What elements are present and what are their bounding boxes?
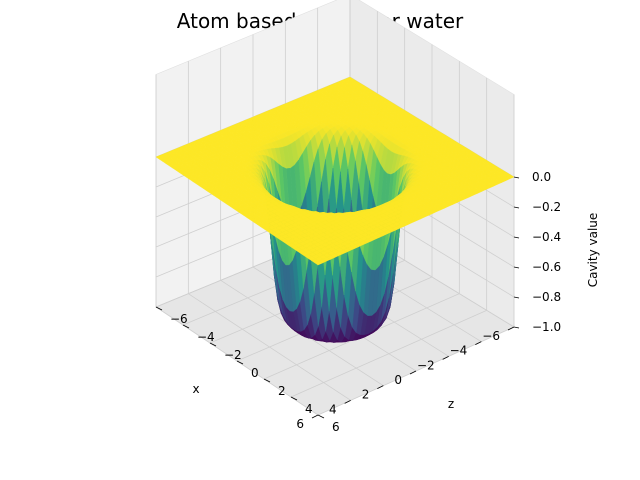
x-tick-mark: [377, 385, 384, 390]
axis-ticks: 6420−2−4−66420−2−4−60.0−0.2−0.4−0.6−0.8−…: [155, 170, 561, 434]
x-tick-mark: [442, 355, 449, 360]
x-tick-mark: [311, 414, 319, 419]
z-tick-mark: [236, 360, 244, 365]
z-axis-label: z: [448, 397, 454, 411]
x-tick-mark: [475, 341, 482, 346]
z-tick-mark: [209, 342, 217, 347]
cavity-value-axis-label: Cavity value: [586, 213, 600, 288]
z-tick-label: 4: [305, 402, 313, 416]
z-tick-label: −6: [170, 312, 188, 326]
cavity-tick-mark: [513, 176, 520, 179]
x-tick-mark: [344, 399, 351, 404]
x-tick-label: −4: [450, 344, 468, 358]
x-tick-label: −6: [482, 329, 500, 343]
cavity-tick-mark: [513, 296, 520, 299]
x-tick-label: 6: [296, 417, 304, 431]
cavity-tick-label: −0.4: [532, 230, 561, 244]
cavity-tick-label: 0.0: [532, 170, 551, 184]
x-tick-label: −2: [417, 358, 435, 372]
cavity-tick-mark: [513, 326, 520, 329]
z-tick-mark: [263, 378, 271, 383]
z-tick-label: 2: [278, 384, 286, 398]
cavity-tick-label: −0.2: [532, 200, 561, 214]
z-tick-mark: [290, 396, 298, 401]
cavity-tick-mark: [513, 236, 520, 239]
z-tick-label: −4: [197, 330, 215, 344]
x-tick-mark: [409, 370, 417, 375]
z-tick-label: −2: [224, 348, 242, 362]
cavity-tick-label: −0.8: [532, 290, 561, 304]
surface-cell: [314, 260, 323, 266]
z-tick-label: 6: [332, 420, 340, 434]
cavity-tick-label: −1.0: [532, 320, 561, 334]
cavity-tick-mark: [513, 266, 520, 269]
cavity-tick-mark: [513, 206, 520, 209]
x-tick-label: 0: [394, 373, 402, 387]
cavity-tick-label: −0.6: [532, 260, 561, 274]
cavity-surface: [155, 76, 515, 343]
x-tick-label: 4: [329, 402, 337, 416]
x-tick-mark: [507, 326, 515, 331]
x-tick-label: 2: [362, 388, 370, 402]
z-tick-mark: [182, 324, 190, 329]
z-tick-label: 0: [251, 366, 259, 380]
x-axis-label: x: [192, 382, 199, 396]
z-tick-mark: [317, 414, 325, 419]
z-tick-mark: [155, 306, 163, 311]
